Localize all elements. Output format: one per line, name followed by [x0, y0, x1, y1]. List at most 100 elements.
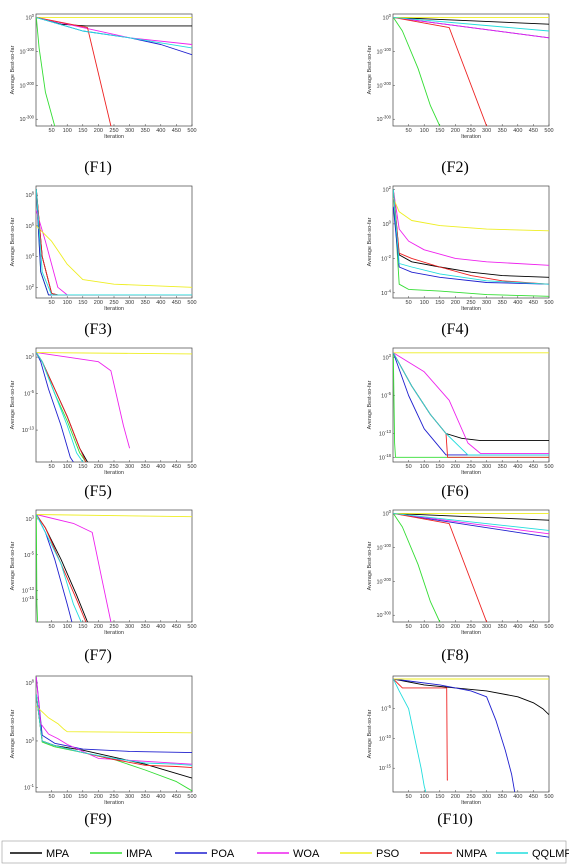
y-axis-label: Average Best-so-far — [10, 709, 16, 758]
y-tick-label: 100 — [383, 219, 392, 228]
x-tick-label: 100 — [420, 464, 429, 470]
x-tick-label: 100 — [63, 464, 72, 470]
series-group — [36, 514, 192, 622]
series-line-woa — [36, 16, 192, 45]
series-line-qqlmpa — [36, 352, 84, 462]
y-axis-label: Average Best-so-far — [367, 380, 373, 429]
series-line-woa — [36, 677, 192, 765]
x-tick-label: 150 — [78, 300, 87, 306]
x-tick-label: 50 — [406, 624, 412, 630]
x-tick-label: 150 — [435, 624, 444, 630]
y-tick-label: 10-200 — [19, 81, 34, 90]
series-line-impa — [393, 513, 441, 622]
series-group — [393, 16, 549, 126]
x-tick-label: 100 — [63, 624, 72, 630]
x-tick-label: 250 — [109, 300, 118, 306]
plot-frame — [392, 13, 550, 127]
x-tick-label: 500 — [544, 300, 553, 306]
panel-caption: (F9) — [84, 811, 112, 828]
x-tick-label: 250 — [466, 300, 475, 306]
x-axis-label: Iteration — [461, 630, 481, 636]
y-axis-label: Average Best-so-far — [10, 45, 16, 94]
y-tick-label: 10-300 — [376, 115, 391, 124]
x-tick-label: 450 — [529, 464, 538, 470]
series-line-mpa — [393, 678, 549, 716]
plot-frame — [392, 675, 550, 793]
x-tick-label: 50 — [49, 300, 55, 306]
x-tick-label: 200 — [94, 624, 103, 630]
chart-F4: 50 100 150 200 250 300 350 400 450 500 Iteration 10… — [367, 185, 554, 338]
x-tick-label: 300 — [125, 464, 134, 470]
x-tick-label: 150 — [78, 128, 87, 134]
y-axis-label: Average Best-so-far — [10, 217, 16, 266]
x-tick-label: 350 — [498, 624, 507, 630]
panel-caption: (F1) — [84, 159, 112, 176]
y-tick-label: 106 — [26, 221, 35, 230]
x-tick-label: 500 — [187, 794, 196, 800]
series-line-pso — [36, 352, 192, 355]
x-tick-label: 450 — [529, 794, 538, 800]
series-line-poa — [393, 678, 516, 792]
plot-frame — [392, 347, 550, 463]
x-tick-label: 300 — [482, 794, 491, 800]
x-tick-label: 400 — [513, 624, 522, 630]
series-line-woa — [36, 514, 112, 622]
x-tick-label: 350 — [498, 128, 507, 134]
x-tick-label: 200 — [451, 794, 460, 800]
x-tick-label: 500 — [187, 300, 196, 306]
plot-frame — [392, 509, 550, 623]
series-group — [36, 189, 192, 296]
x-tick-label: 500 — [187, 464, 196, 470]
x-tick-label: 450 — [529, 300, 538, 306]
panel-caption: (F6) — [441, 483, 469, 500]
x-tick-label: 200 — [94, 464, 103, 470]
x-tick-label: 250 — [466, 464, 475, 470]
panel-caption: (F5) — [84, 483, 112, 500]
x-tick-label: 150 — [435, 300, 444, 306]
x-tick-label: 200 — [94, 794, 103, 800]
series-group — [36, 16, 192, 126]
y-tick-label: 10-200 — [376, 81, 391, 90]
series-line-pso — [393, 197, 549, 232]
x-tick-label: 250 — [466, 794, 475, 800]
x-tick-label: 300 — [125, 128, 134, 134]
y-tick-label: 10-100 — [376, 543, 391, 552]
y-tick-label: 10-13 — [379, 429, 392, 438]
panel-caption: (F4) — [441, 321, 469, 338]
y-tick-label: 104 — [26, 252, 35, 261]
x-tick-label: 400 — [513, 464, 522, 470]
series-line-impa — [393, 17, 441, 126]
panel-caption: (F8) — [441, 647, 469, 664]
x-tick-label: 450 — [172, 300, 181, 306]
x-tick-label: 400 — [156, 128, 165, 134]
series-line-nmpa — [36, 16, 112, 126]
series-line-qqlmpa — [36, 189, 192, 296]
series-line-qqlmpa — [393, 678, 427, 792]
x-tick-label: 350 — [141, 794, 150, 800]
x-tick-label: 50 — [406, 300, 412, 306]
x-tick-label: 50 — [49, 794, 55, 800]
series-line-qqlmpa — [36, 514, 82, 622]
x-tick-label: 500 — [544, 464, 553, 470]
series-line-nmpa — [393, 678, 448, 781]
chart-F2: 50 100 150 200 250 300 350 400 450 500 Iteration 10… — [367, 13, 554, 176]
x-axis-label: Iteration — [461, 800, 481, 806]
x-axis-label: Iteration — [104, 630, 124, 636]
y-tick-label: 10-200 — [376, 577, 391, 586]
chart-F8: 50 100 150 200 250 300 350 400 450 500 Iteration 10… — [367, 509, 554, 664]
x-tick-label: 100 — [420, 128, 429, 134]
series-line-qqlmpa — [393, 16, 549, 32]
y-tick-label: 10-15 — [379, 764, 392, 773]
y-tick-label: 103 — [26, 736, 35, 745]
y-tick-label: 10-300 — [376, 611, 391, 620]
x-tick-label: 500 — [187, 128, 196, 134]
y-axis-label: Average Best-so-far — [367, 217, 373, 266]
panel-caption: (F10) — [437, 811, 473, 828]
chart-panels: 50 100 150 200 250 300 350 400 450 500 Iteration 10… — [10, 13, 554, 828]
x-tick-label: 200 — [451, 128, 460, 134]
x-tick-label: 400 — [156, 300, 165, 306]
x-axis-label: Iteration — [104, 306, 124, 312]
x-tick-label: 400 — [513, 794, 522, 800]
x-tick-label: 250 — [109, 624, 118, 630]
x-tick-label: 100 — [420, 794, 429, 800]
